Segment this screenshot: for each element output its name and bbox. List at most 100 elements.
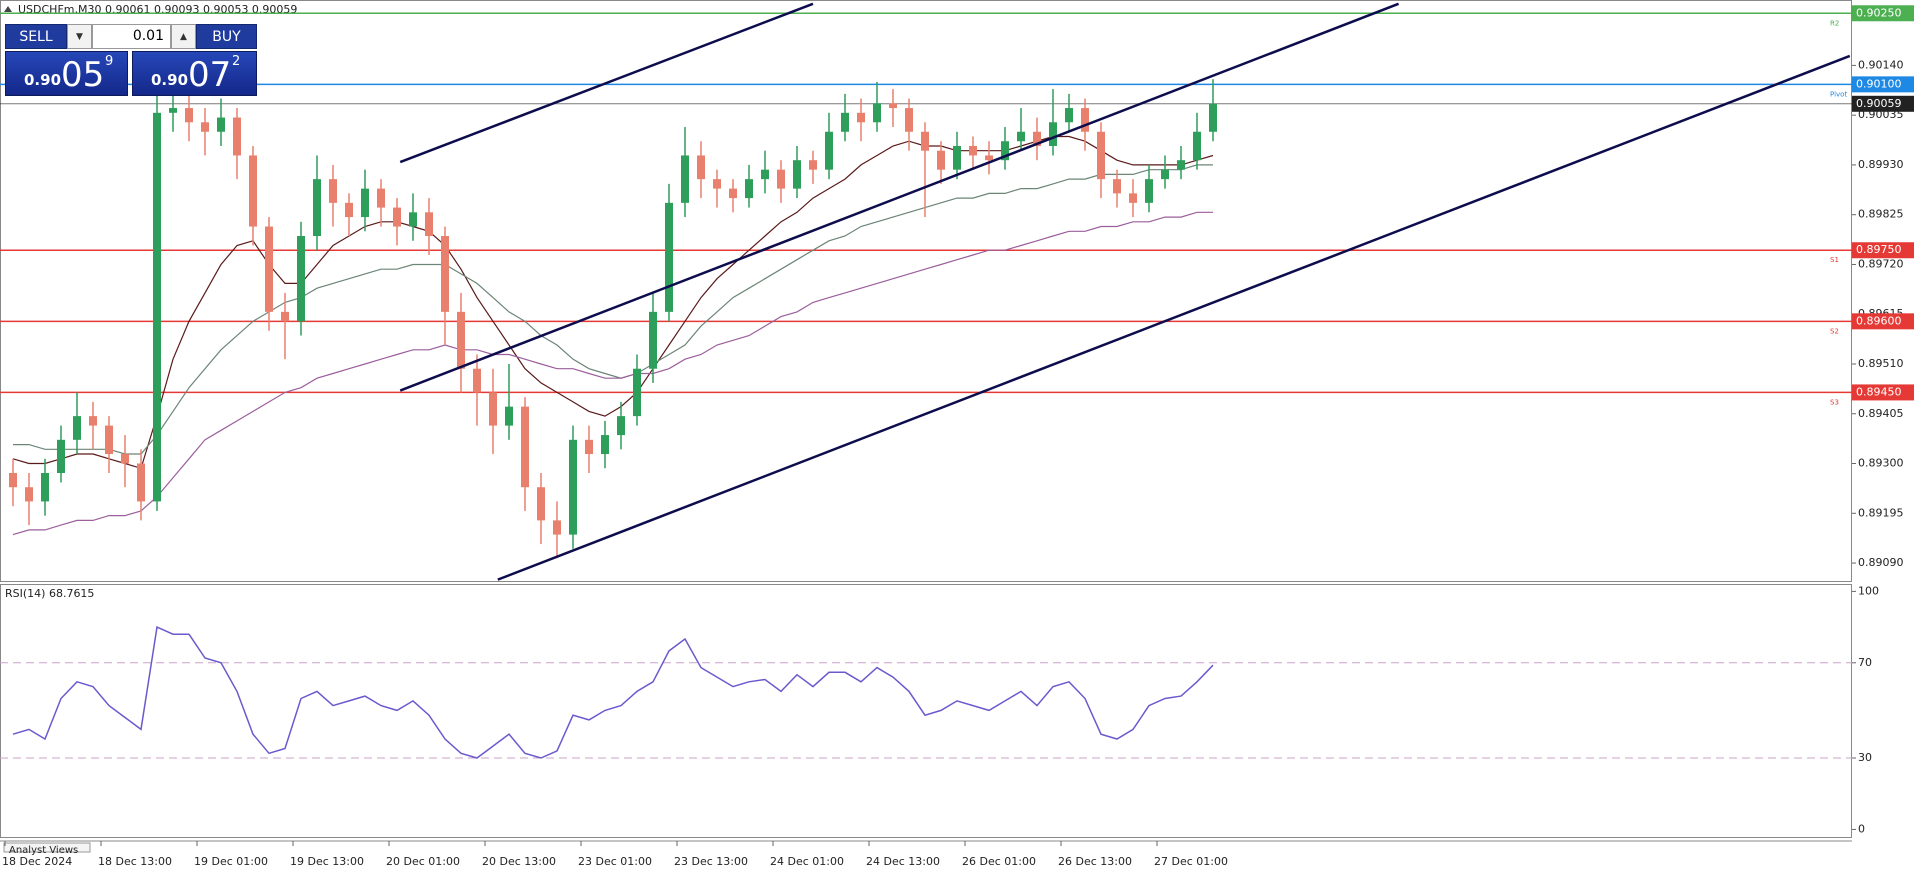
candle-body	[1033, 131, 1041, 146]
level-price-label: 0.89750	[1856, 243, 1902, 256]
candle-body	[249, 155, 257, 227]
candle-body	[393, 207, 401, 227]
candle-body	[185, 108, 193, 123]
moving-average	[13, 164, 1213, 455]
candle-body	[1145, 179, 1153, 203]
y-tick-label: 30	[1858, 751, 1872, 764]
level-price-label: 0.89600	[1856, 314, 1902, 327]
candle-body	[873, 103, 881, 123]
y-tick-label: 0.89405	[1858, 407, 1904, 420]
candle-body	[57, 439, 65, 473]
candle-body	[73, 416, 81, 440]
candle-body	[329, 179, 337, 203]
volume-down[interactable]: ▼	[67, 24, 92, 49]
y-tick-label: 0.89300	[1858, 457, 1904, 470]
level-price-label: 0.90100	[1856, 77, 1902, 90]
candle-body	[489, 392, 497, 426]
x-tick-label: 19 Dec 01:00	[194, 855, 268, 868]
candle-body	[313, 179, 321, 237]
level-price-box	[1852, 242, 1914, 259]
candle-body	[857, 112, 865, 123]
ask-price[interactable]: 0.90 07 2	[132, 51, 257, 96]
candle-body	[137, 463, 145, 502]
candle-body	[297, 236, 305, 322]
candle-body	[1001, 141, 1009, 161]
candle-body	[617, 416, 625, 436]
candle-body	[1177, 160, 1185, 170]
candle-body	[265, 226, 273, 312]
candle-body	[505, 406, 513, 426]
candle-body	[217, 117, 225, 132]
x-tick-label: 24 Dec 13:00	[866, 855, 940, 868]
trade-panel: SELL ▼ 0.01 ▲ BUY 0.90 05 9 0.90 07 2	[5, 24, 257, 96]
candle-body	[361, 188, 369, 218]
level-price-box	[1852, 95, 1914, 112]
candle-body	[377, 188, 385, 208]
candle-body	[121, 454, 129, 464]
candle-body	[1049, 122, 1057, 146]
candle-body	[1113, 179, 1121, 194]
candle-body	[953, 145, 961, 170]
level-price-label: 0.90250	[1856, 6, 1902, 19]
bid-fraction: 9	[105, 54, 114, 69]
x-tick-label: 23 Dec 13:00	[674, 855, 748, 868]
candle-body	[89, 416, 97, 426]
x-tick-label: 18 Dec 13:00	[98, 855, 172, 868]
level-name: S2	[1830, 327, 1839, 335]
volume-input[interactable]: 0.01	[92, 24, 171, 49]
candle-body	[105, 425, 113, 455]
candle-body	[441, 236, 449, 312]
candle-body	[409, 212, 417, 227]
candle-body	[457, 311, 465, 369]
level-price-label: 0.89450	[1856, 385, 1902, 398]
moving-average	[12, 211, 1213, 536]
bid-price[interactable]: 0.90 05 9	[5, 51, 128, 96]
candle-body	[681, 155, 689, 203]
ask-pips: 07	[188, 55, 232, 95]
level-price-box	[1852, 5, 1914, 22]
main-plot: R2 Pivot S1 S2 S3	[0, 2, 1852, 581]
level-name: R2	[1830, 19, 1839, 27]
level-price-box	[1852, 313, 1914, 330]
candle-body	[1017, 131, 1025, 142]
tab-label[interactable]: Analyst Views	[9, 845, 78, 856]
candle-body	[809, 160, 817, 170]
rsi-panel-frame	[0, 584, 1852, 838]
candle-body	[1161, 169, 1169, 180]
candle-body	[841, 112, 849, 132]
candle-body	[345, 202, 353, 218]
level-price-box	[1852, 76, 1914, 93]
y-tick-label: 0.89510	[1858, 357, 1904, 370]
sell-button[interactable]: SELL	[5, 24, 67, 49]
trendline	[399, 2, 1400, 392]
trendline	[497, 54, 1851, 581]
candle-body	[825, 131, 833, 170]
y-tick-label: 0.89720	[1858, 257, 1904, 270]
moving-average	[12, 135, 1214, 470]
bid-pips: 05	[61, 55, 105, 95]
symbol-icon	[4, 6, 12, 12]
level-name: Pivot	[1830, 90, 1847, 98]
candle-body	[169, 108, 177, 113]
x-tick-label: 26 Dec 13:00	[1058, 855, 1132, 868]
volume-up[interactable]: ▲	[171, 24, 196, 49]
candle-body	[745, 179, 753, 199]
candle-body	[697, 155, 705, 180]
candle-body	[569, 439, 577, 535]
candle-body	[921, 131, 929, 151]
candle-body	[153, 112, 161, 502]
x-tick-label: 27 Dec 01:00	[1154, 855, 1228, 868]
candle-body	[1081, 108, 1089, 132]
buy-button[interactable]: BUY	[196, 24, 257, 49]
tab[interactable]	[3, 842, 91, 853]
level-name: S3	[1830, 398, 1839, 406]
candle-body	[521, 406, 529, 488]
x-tick-label: 23 Dec 01:00	[578, 855, 652, 868]
rsi-title: RSI(14) 68.7615	[5, 587, 94, 600]
y-tick-label: 0.90140	[1858, 58, 1904, 71]
level-price-box	[1852, 384, 1914, 401]
candle-body	[905, 108, 913, 132]
ask-prefix: 0.90	[151, 71, 189, 89]
